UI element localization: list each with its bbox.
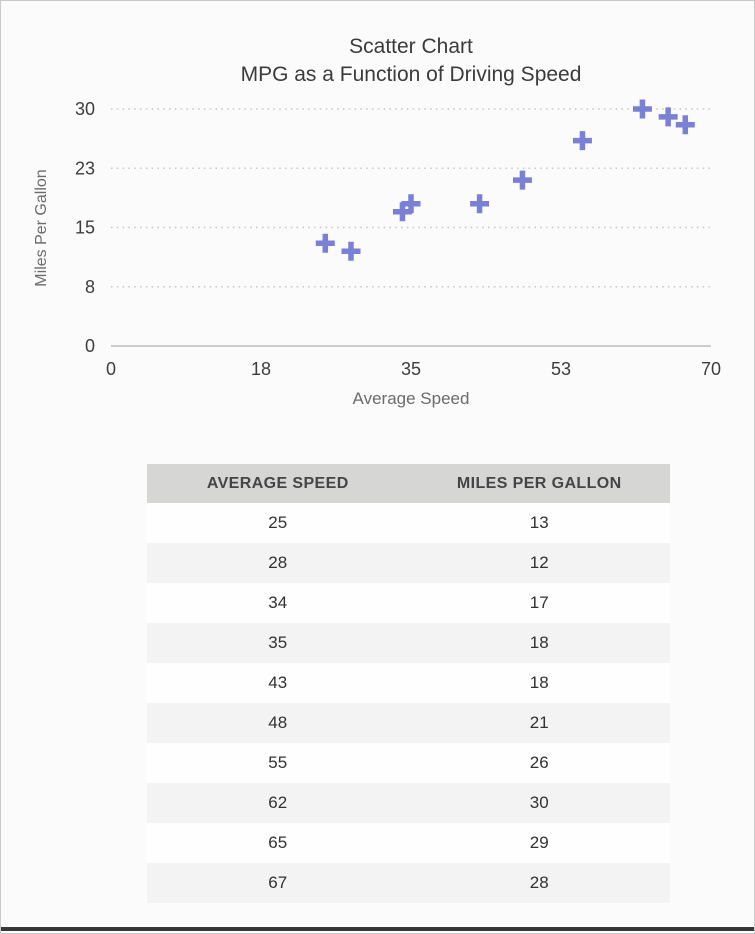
- scatter-point: [470, 194, 490, 214]
- scatter-point: [315, 233, 335, 253]
- table-row: 65 29: [147, 823, 670, 863]
- table-row: 25 13: [147, 503, 670, 543]
- table-header-cell: MILES PER GALLON: [408, 464, 670, 503]
- table-cell: 21: [529, 713, 549, 732]
- y-axis-label: Miles Per Gallon: [33, 169, 50, 287]
- table-cell: 67: [268, 873, 288, 892]
- window-bottom-edge: [1, 927, 754, 931]
- y-tick-label: 30: [75, 99, 95, 119]
- table-cell: 43: [268, 673, 288, 692]
- y-tick-label: 23: [75, 158, 95, 178]
- table-cell: 65: [268, 833, 288, 852]
- data-table: AVERAGE SPEED MILES PER GALLON 25 13 28 12 34…: [147, 464, 670, 903]
- table-cell: 35: [268, 633, 288, 652]
- y-tick-label: 15: [75, 218, 95, 238]
- y-tick-label: 0: [85, 336, 95, 356]
- x-tick-label: 70: [701, 359, 721, 379]
- table-cell: 34: [268, 593, 288, 612]
- scatter-point: [632, 99, 652, 119]
- scatter-point: [675, 115, 695, 135]
- table-cell: 18: [529, 633, 549, 652]
- scatter-point: [572, 131, 592, 151]
- table-cell: 26: [529, 753, 549, 772]
- chart-title: Scatter Chart MPG as a Function of Drivi…: [111, 33, 711, 89]
- table-cell: 28: [268, 553, 288, 572]
- table-cell: 12: [529, 553, 549, 572]
- x-tick-label: 35: [401, 359, 421, 379]
- table-row: 43 18: [147, 663, 670, 703]
- x-tick-label: 18: [251, 359, 271, 379]
- table-row: 67 28: [147, 863, 670, 903]
- scatter-plot-area: 0 8 15 23 30 0 18 35 53 70: [75, 99, 721, 379]
- table-cell: 13: [529, 513, 549, 532]
- table-head: AVERAGE SPEED MILES PER GALLON: [147, 464, 670, 503]
- table-cell: 55: [268, 753, 288, 772]
- table-cell: 48: [268, 713, 288, 732]
- scatter-point: [401, 194, 421, 214]
- table-cell: 18: [529, 673, 549, 692]
- table-row: 48 21: [147, 703, 670, 743]
- scatter-point: [658, 107, 678, 127]
- table-cell: 17: [529, 593, 549, 612]
- chart-title-line2: MPG as a Function of Driving Speed: [240, 63, 582, 86]
- y-tick-label: 8: [85, 277, 95, 297]
- chart-data-table: AVERAGE SPEED MILES PER GALLON 25 13 28 12 34…: [147, 464, 670, 903]
- table-row: 28 12: [147, 543, 670, 583]
- scatter-point: [341, 241, 361, 261]
- table-row: 55 26: [147, 743, 670, 783]
- table-cell: 28: [529, 873, 549, 892]
- x-axis-label: Average Speed: [352, 389, 470, 408]
- table-cell: 30: [529, 793, 549, 812]
- table-header-row: AVERAGE SPEED MILES PER GALLON: [147, 464, 670, 503]
- table-row: 35 18: [147, 623, 670, 663]
- table-header-cell: AVERAGE SPEED: [147, 464, 409, 503]
- x-tick-label: 53: [551, 359, 571, 379]
- chart-title-line1: Scatter Chart: [349, 35, 473, 58]
- scatter-point: [512, 170, 532, 190]
- table-cell: 62: [268, 793, 288, 812]
- table-row: 34 17: [147, 583, 670, 623]
- table-body: 25 13 28 12 34 17 35 18 43 18 48 21 55 26 62 30 65 29 67 28: [147, 503, 670, 903]
- table-cell: 25: [268, 513, 288, 532]
- table-cell: 29: [529, 833, 549, 852]
- scatter-chart: Scatter Chart MPG as a Function of Drivi…: [1, 1, 754, 421]
- table-row: 62 30: [147, 783, 670, 823]
- x-tick-label: 0: [106, 359, 116, 379]
